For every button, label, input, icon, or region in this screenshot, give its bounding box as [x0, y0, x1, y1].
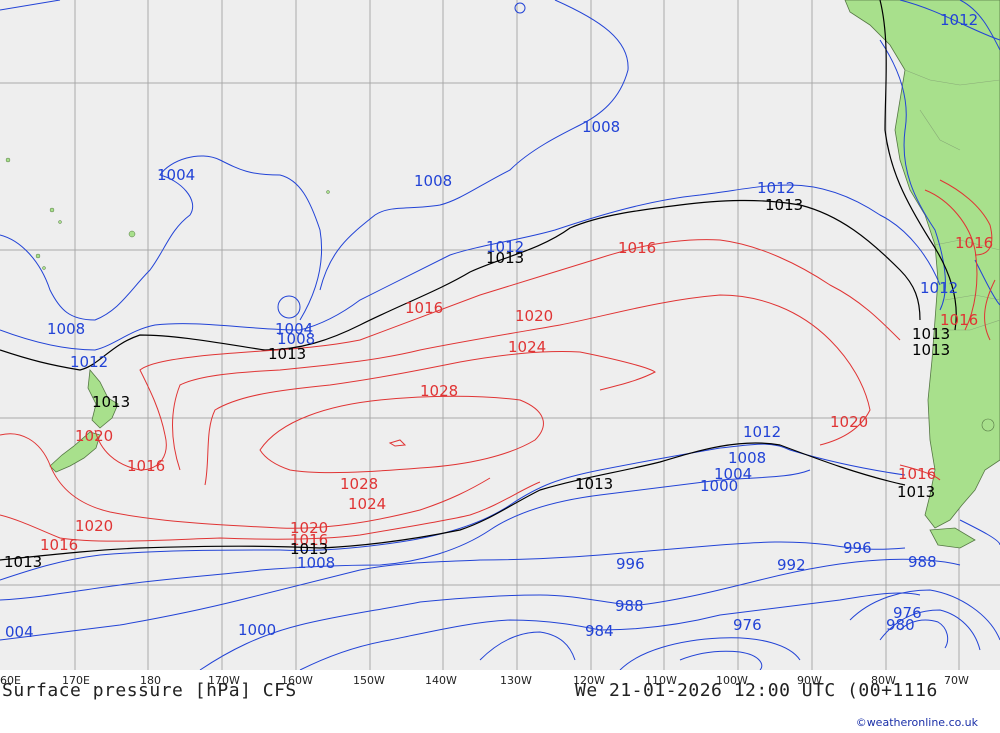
credit-link[interactable]: ©weatheronline.co.uk: [855, 716, 978, 729]
isobar-label: 1008: [277, 330, 315, 348]
isobar-label: 1008: [297, 554, 335, 572]
isobar-label: 1020: [75, 517, 113, 535]
isobar-label: 1016: [405, 299, 443, 317]
isobar-label: 1013: [290, 540, 328, 558]
isobar-label: 1013: [912, 341, 950, 359]
isobar-label: 988: [615, 597, 644, 615]
isobar-label: 1000: [700, 477, 738, 495]
isobar-label: 1013: [575, 475, 613, 493]
longitude-label: 120W: [573, 674, 605, 687]
isobar-label: 1016: [40, 536, 78, 554]
longitude-label: 140W: [425, 674, 457, 687]
lat-lon-grid: [0, 0, 1000, 670]
isobar-labels: 1012 1008 1004 1008 1012 1013 1016 1013 …: [4, 11, 993, 641]
isobar-label: 1013: [486, 249, 524, 267]
isobar-label: 1024: [508, 338, 546, 356]
longitude-label: 80W: [871, 674, 896, 687]
isobar-label: 1013: [268, 345, 306, 363]
isobar-label: 1004: [275, 320, 313, 338]
isobar-label: 1020: [75, 427, 113, 445]
isobar-label: 1004: [714, 465, 752, 483]
longitude-label: 180: [140, 674, 161, 687]
isobar-label: 1012: [920, 279, 958, 297]
isobar-label: 1004: [157, 166, 195, 184]
pacific-islands: [5, 157, 330, 270]
valid-time: We 21-01-2026 12:00 UTC (00+1116: [575, 680, 938, 701]
longitude-label: 170W: [208, 674, 240, 687]
isobar-label: 1008: [728, 449, 766, 467]
isobar-label: 1028: [340, 475, 378, 493]
longitude-label: 150W: [353, 674, 385, 687]
isobar-label: 1000: [238, 621, 276, 639]
longitude-label: 170E: [62, 674, 90, 687]
isobar-label: 1016: [940, 311, 978, 329]
isobar-label: 1024: [348, 495, 386, 513]
isobar-label: 1008: [414, 172, 452, 190]
isobar-label: 1013: [4, 553, 42, 571]
isobar-label: 976: [893, 604, 922, 622]
isobar-label: 988: [908, 553, 937, 571]
isobar-label: 1016: [127, 457, 165, 475]
isobars-low: [0, 0, 1000, 670]
isobar-label: 1012: [486, 238, 524, 256]
new-zealand-south-island: [49, 431, 101, 473]
isobar-label: 1020: [830, 413, 868, 431]
isobars-high: [0, 179, 996, 542]
longitude-label: 70W: [944, 674, 969, 687]
pressure-map: 1012 1008 1004 1008 1012 1013 1016 1013 …: [0, 0, 1000, 670]
isobar-label: 1016: [618, 239, 656, 257]
isobar-label: 996: [843, 539, 872, 557]
isobar-label: 1012: [757, 179, 795, 197]
isobar-label: 1020: [515, 307, 553, 325]
isobar-label: 1016: [955, 234, 993, 252]
longitude-label: 130W: [500, 674, 532, 687]
map-title: Surface pressure [hPa] CFS: [2, 680, 297, 701]
tierra-del-fuego-land: [929, 527, 976, 549]
isobar-label: 980: [886, 616, 915, 634]
isobar-label: 1008: [582, 118, 620, 136]
new-zealand-north-island: [87, 369, 119, 429]
longitude-label: 110W: [645, 674, 677, 687]
isobar-label: 976: [733, 616, 762, 634]
isobars-1013: [0, 0, 957, 561]
isobar-label: 992: [777, 556, 806, 574]
isobar-label: 004: [5, 623, 34, 641]
longitude-label: 100W: [716, 674, 748, 687]
isobar-label: 1013: [765, 196, 803, 214]
longitude-label: 60E: [0, 674, 21, 687]
isobar-label: 1028: [420, 382, 458, 400]
isobar-label: 1012: [70, 353, 108, 371]
isobar-label: 1013: [92, 393, 130, 411]
isobar-label: 1013: [912, 325, 950, 343]
isobar-label: 1016: [290, 531, 328, 549]
longitude-label: 90W: [797, 674, 822, 687]
isobar-label: 1012: [940, 11, 978, 29]
south-america-land: [844, 0, 1000, 529]
isobar-label: 1016: [898, 465, 936, 483]
island: [981, 418, 995, 432]
isobar-label: 1020: [290, 519, 328, 537]
isobar-label: 1013: [897, 483, 935, 501]
isobar-label: 1012: [743, 423, 781, 441]
isobar-label: 984: [585, 622, 614, 640]
longitude-label: 160W: [281, 674, 313, 687]
isobar-label: 1008: [47, 320, 85, 338]
isobar-label: 996: [616, 555, 645, 573]
